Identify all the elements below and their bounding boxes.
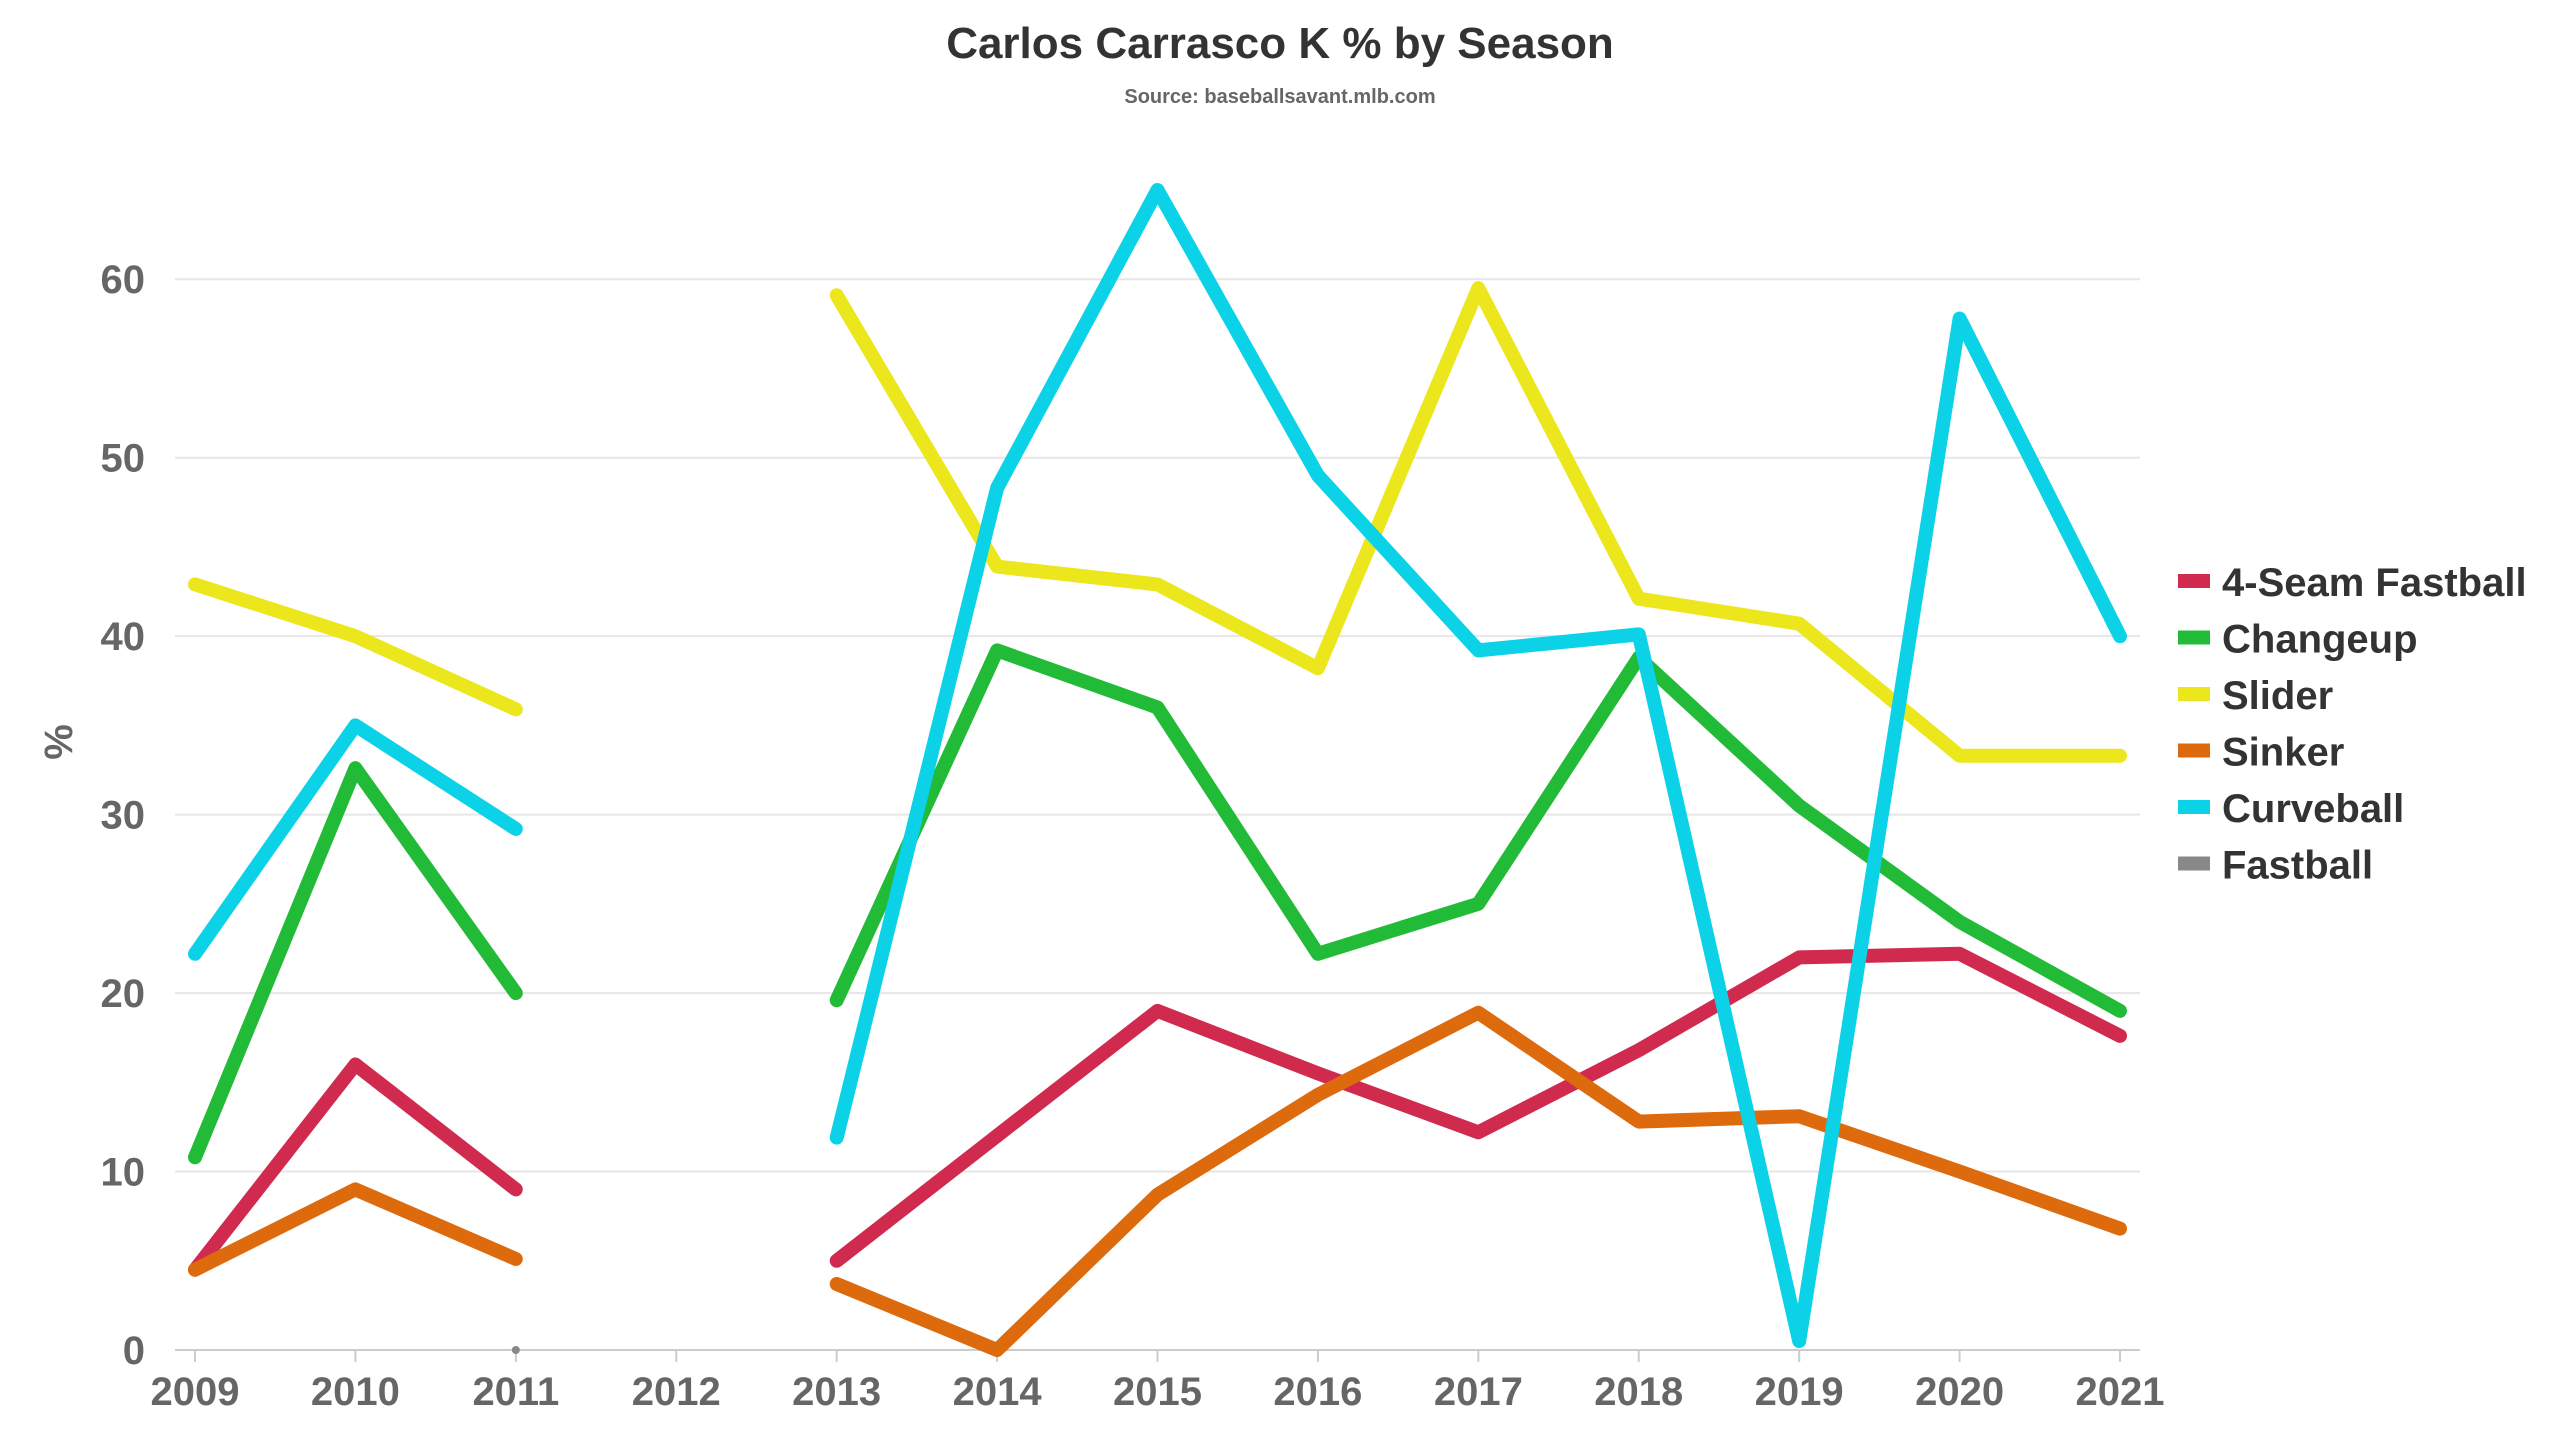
chart-subtitle: Source: baseballsavant.mlb.com [1124,86,1435,108]
series-line [837,190,2120,1341]
y-tick-label: 0 [123,1329,145,1373]
x-tick-label: 2014 [953,1370,1043,1414]
x-tick-label: 2015 [1113,1370,1202,1414]
legend-label: Slider [2222,674,2333,718]
x-tick-label: 2020 [1915,1370,2004,1414]
legend-label: Changeup [2222,618,2418,662]
legend-label: 4-Seam Fastball [2222,561,2527,605]
legend-swatch [2178,857,2210,871]
legend-swatch [2178,744,2210,758]
y-axis-label: % [37,724,81,760]
y-tick-label: 60 [101,258,146,302]
x-tick-label: 2016 [1273,1370,1362,1414]
x-tick-label: 2017 [1434,1370,1523,1414]
legend-swatch [2178,687,2210,701]
y-tick-labels: 0 10 20 30 40 50 60 [101,258,146,1373]
y-tick-label: 50 [101,437,146,481]
series-changeup [195,650,2120,1157]
legend-label: Sinker [2222,731,2344,775]
legend-item-curveball[interactable]: Curveball [2178,787,2404,831]
x-tick-label: 2009 [151,1370,240,1414]
x-tick-label: 2011 [472,1370,559,1414]
y-tick-label: 10 [101,1151,146,1195]
x-tick-label: 2012 [632,1370,721,1414]
legend-label: Fastball [2222,844,2373,888]
legend-item-sinker[interactable]: Sinker [2178,731,2344,775]
x-tick-label: 2021 [2076,1370,2165,1414]
x-tick-labels: 2009 2010 2011 2012 2013 2014 2015 2016 2017 2018… [151,1350,2165,1414]
legend[interactable]: 4-Seam Fastball Changeup Slider Sinker Curve… [2178,561,2527,888]
chart-title: Carlos Carrasco K % by Season [946,19,1614,68]
x-tick-label: 2018 [1594,1370,1683,1414]
legend-label: Curveball [2222,787,2404,831]
series-layer [195,190,2120,1354]
legend-item-4-seam-fastball[interactable]: 4-Seam Fastball [2178,561,2527,605]
legend-item-changeup[interactable]: Changeup [2178,618,2418,662]
data-point [512,1346,520,1354]
legend-swatch [2178,631,2210,645]
x-tick-label: 2010 [311,1370,400,1414]
x-tick-label: 2019 [1755,1370,1844,1414]
legend-swatch [2178,574,2210,588]
y-tick-label: 20 [101,972,146,1016]
series-line [837,1013,2120,1350]
series-slider [195,288,2120,756]
series-line [195,768,516,1157]
legend-item-slider[interactable]: Slider [2178,674,2333,718]
series-fastball [512,1346,520,1354]
legend-item-fastball[interactable]: Fastball [2178,844,2373,888]
legend-swatch [2178,800,2210,814]
y-tick-label: 40 [101,615,146,659]
series-line [837,954,2120,1261]
x-tick-label: 2013 [792,1370,881,1414]
y-tick-label: 30 [101,794,146,838]
series-line [195,584,516,709]
